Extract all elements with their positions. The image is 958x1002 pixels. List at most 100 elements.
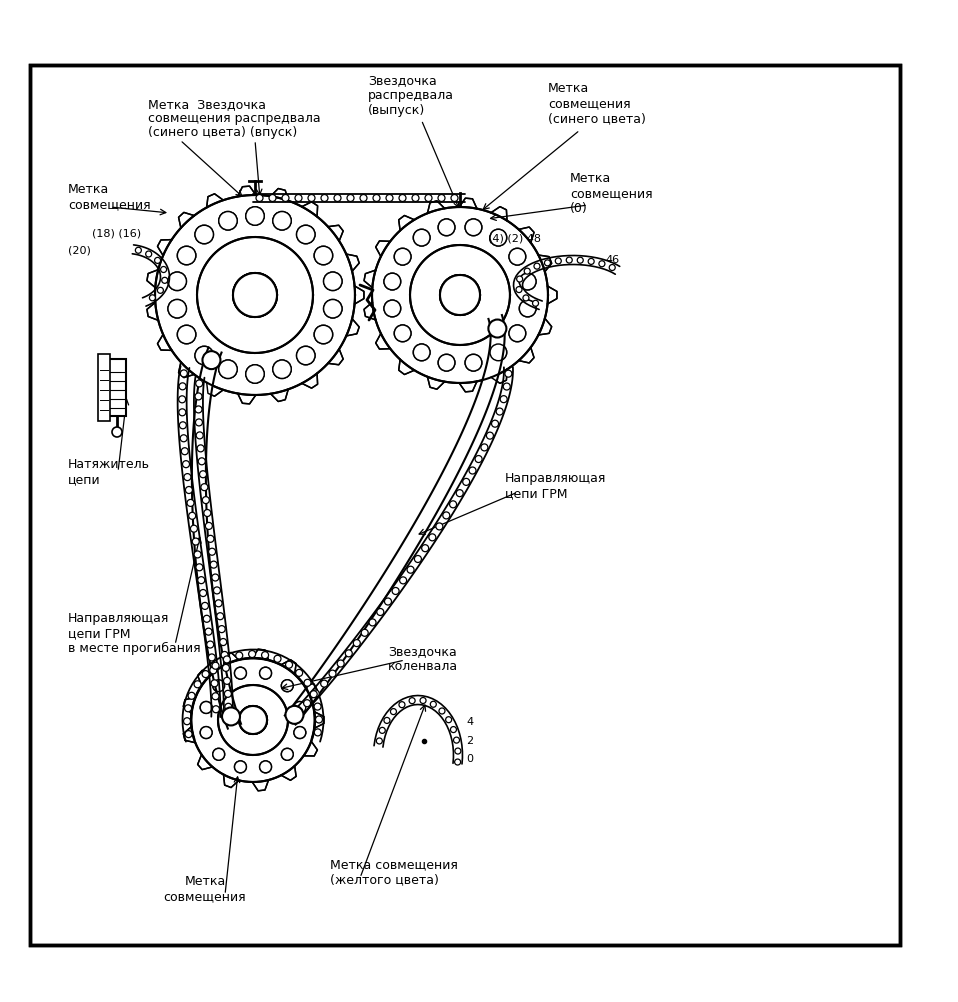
Circle shape [445,716,451,722]
Circle shape [519,274,536,290]
Circle shape [218,360,238,379]
Circle shape [296,669,303,676]
Circle shape [315,716,323,723]
Circle shape [235,667,246,679]
Circle shape [195,225,214,243]
Circle shape [438,219,455,235]
Circle shape [282,748,293,761]
Circle shape [395,325,411,342]
Circle shape [436,523,443,530]
Text: Метка
совмещения: Метка совмещения [68,183,150,211]
Circle shape [239,706,267,734]
Circle shape [314,326,332,344]
Circle shape [184,474,191,481]
Circle shape [225,703,232,710]
Circle shape [157,288,164,294]
Circle shape [314,728,321,735]
Circle shape [256,194,263,201]
Circle shape [195,419,202,426]
Circle shape [465,219,482,235]
Circle shape [149,189,361,401]
Circle shape [181,448,189,455]
Circle shape [195,225,214,243]
Circle shape [168,300,187,318]
Circle shape [297,225,315,243]
Circle shape [135,247,142,254]
Circle shape [212,662,219,669]
Circle shape [509,248,526,265]
Circle shape [213,705,219,712]
Text: (синего цвета) (впуск): (синего цвета) (впуск) [148,126,297,139]
Circle shape [384,301,400,317]
Text: Метка  Звездочка: Метка Звездочка [148,98,266,111]
Circle shape [213,679,224,691]
Circle shape [187,499,194,506]
Circle shape [366,201,554,389]
Circle shape [366,201,554,389]
Circle shape [516,287,522,293]
Circle shape [196,432,203,439]
Circle shape [304,679,311,686]
Text: 0: 0 [466,755,473,765]
Bar [30,65,900,945]
Circle shape [200,701,212,713]
Circle shape [295,194,302,201]
Circle shape [168,272,187,291]
Circle shape [207,641,214,648]
Circle shape [361,629,368,636]
Circle shape [415,555,422,562]
Circle shape [260,761,271,773]
Circle shape [395,325,411,342]
Circle shape [212,574,218,581]
Bar [30,65,900,945]
Circle shape [438,355,455,371]
Circle shape [509,325,526,342]
Circle shape [324,272,342,291]
Circle shape [490,344,507,361]
Circle shape [149,295,155,301]
Circle shape [195,380,203,387]
Circle shape [413,229,430,245]
Circle shape [413,229,430,245]
Circle shape [246,206,264,225]
Circle shape [369,619,376,626]
Circle shape [177,246,195,265]
Circle shape [246,365,264,383]
Circle shape [214,587,220,594]
Circle shape [413,344,430,361]
Circle shape [222,664,229,671]
Circle shape [360,194,367,201]
Circle shape [198,458,205,465]
Circle shape [168,300,187,318]
Circle shape [425,194,432,201]
Circle shape [191,525,197,532]
Circle shape [201,602,209,609]
Circle shape [295,709,302,716]
Circle shape [202,351,220,369]
Circle shape [179,409,186,416]
Circle shape [273,360,291,379]
Circle shape [202,670,209,677]
Circle shape [185,652,321,788]
Circle shape [354,639,360,646]
Circle shape [218,211,238,230]
Circle shape [154,258,161,264]
Circle shape [168,272,187,291]
Circle shape [440,275,480,315]
Circle shape [200,726,212,738]
Circle shape [519,301,536,317]
Circle shape [297,347,315,365]
Circle shape [195,406,202,413]
Circle shape [207,535,214,542]
Circle shape [222,707,240,725]
Circle shape [386,194,393,201]
Circle shape [519,301,536,317]
Circle shape [246,365,264,383]
Circle shape [218,360,238,379]
Circle shape [489,320,507,338]
Circle shape [186,487,193,494]
Circle shape [282,679,293,691]
Circle shape [438,219,455,235]
Circle shape [438,194,445,201]
Circle shape [449,501,457,508]
